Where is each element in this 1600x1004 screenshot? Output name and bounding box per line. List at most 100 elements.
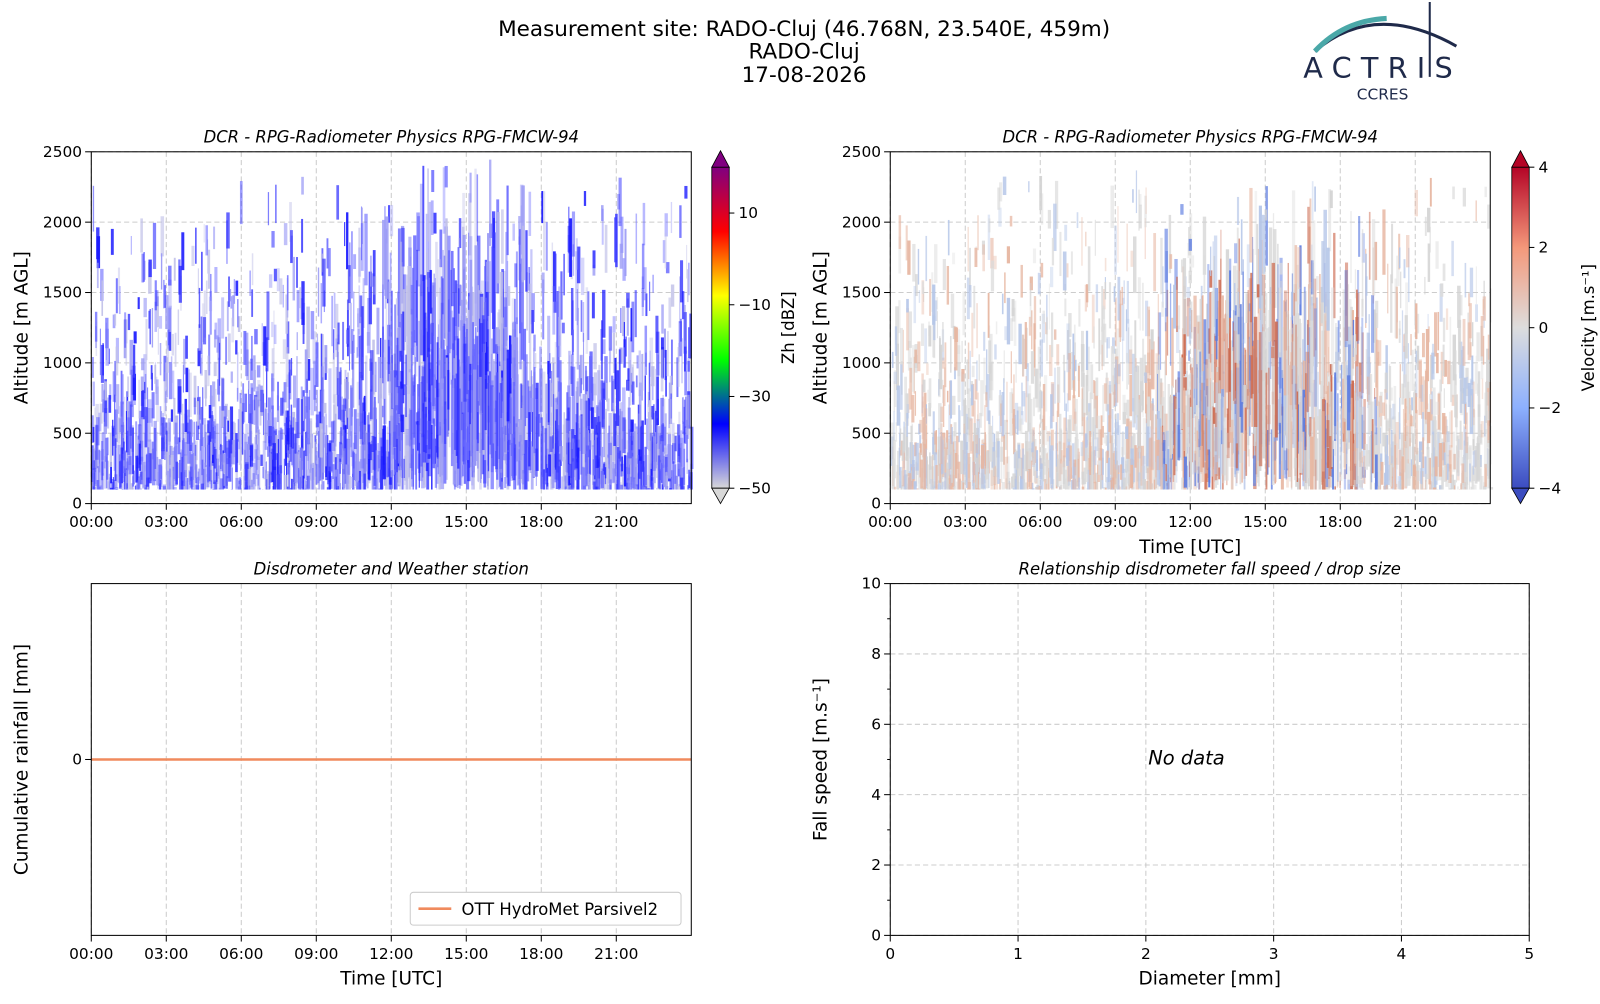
radar-echo bbox=[132, 428, 134, 474]
radar-echo bbox=[1066, 448, 1069, 466]
radar-echo bbox=[1415, 303, 1417, 339]
radar-echo bbox=[1211, 380, 1213, 477]
radar-echo bbox=[647, 488, 649, 490]
radar-echo bbox=[1006, 382, 1007, 422]
radar-echo bbox=[973, 286, 975, 329]
radar-echo bbox=[979, 478, 981, 490]
radar-echo bbox=[1400, 272, 1401, 309]
radar-echo bbox=[1163, 464, 1165, 490]
radar-echo bbox=[562, 323, 565, 334]
y-axis-label: Altitude [m AGL] bbox=[12, 251, 33, 404]
radar-echo bbox=[1028, 181, 1030, 192]
x-tick-label: 00:00 bbox=[868, 513, 912, 531]
radar-echo bbox=[1468, 448, 1471, 460]
radar-echo bbox=[316, 390, 318, 436]
radar-echo bbox=[1476, 200, 1477, 221]
radar-echo bbox=[1105, 452, 1106, 483]
radar-echo bbox=[921, 324, 924, 346]
radar-echo bbox=[114, 395, 115, 428]
radar-echo bbox=[1451, 410, 1453, 447]
x-tick-label: 1 bbox=[1013, 945, 1023, 963]
radar-echo bbox=[951, 294, 954, 328]
radar-echo bbox=[971, 313, 973, 357]
radar-echo bbox=[512, 434, 514, 478]
radar-echo bbox=[558, 460, 561, 488]
radar-echo bbox=[1460, 432, 1462, 466]
radar-echo bbox=[351, 329, 353, 370]
radar-echo bbox=[1460, 378, 1463, 415]
radar-echo bbox=[896, 422, 897, 441]
radar-echo bbox=[1471, 395, 1472, 427]
radar-echo bbox=[500, 272, 503, 371]
radar-echo bbox=[636, 355, 638, 368]
radar-echo bbox=[374, 470, 376, 489]
radar-echo bbox=[161, 417, 164, 451]
radar-echo bbox=[1144, 372, 1147, 382]
radar-echo bbox=[1202, 295, 1204, 371]
radar-echo bbox=[1483, 299, 1485, 315]
radar-echo bbox=[899, 215, 902, 249]
radar-echo bbox=[179, 400, 181, 442]
radar-echo bbox=[214, 267, 217, 293]
radar-echo bbox=[117, 417, 120, 443]
radar-echo bbox=[983, 332, 985, 351]
radar-echo bbox=[112, 420, 113, 456]
radar-echo bbox=[1180, 357, 1183, 429]
radar-echo bbox=[1312, 220, 1315, 303]
radar-echo bbox=[665, 350, 667, 380]
radar-echo bbox=[153, 223, 156, 269]
radar-echo bbox=[145, 374, 147, 416]
radar-echo bbox=[1066, 323, 1069, 372]
date: 17-08-2026 bbox=[742, 63, 867, 88]
radar-echo bbox=[1248, 381, 1250, 427]
radar-echo bbox=[364, 214, 367, 286]
radar-echo bbox=[1157, 456, 1159, 485]
radar-echo bbox=[1435, 456, 1438, 476]
colorbar-extend bbox=[712, 151, 729, 167]
radar-echo bbox=[271, 231, 274, 248]
radar-echo bbox=[671, 202, 672, 233]
radar-echo bbox=[1443, 264, 1446, 281]
radar-echo bbox=[615, 214, 618, 267]
radar-echo bbox=[1314, 187, 1316, 212]
radar-echo bbox=[225, 337, 226, 365]
radar-echo bbox=[1052, 238, 1054, 265]
radar-echo bbox=[1043, 446, 1045, 481]
radar-echo bbox=[943, 259, 946, 290]
x-tick-label: 21:00 bbox=[1393, 513, 1437, 531]
radar-echo bbox=[1189, 271, 1192, 284]
radar-echo bbox=[200, 358, 201, 374]
radar-echo bbox=[1190, 373, 1191, 390]
radar-echo bbox=[572, 461, 574, 489]
radar-echo bbox=[363, 425, 366, 474]
radar-echo bbox=[1209, 292, 1211, 362]
radar-echo bbox=[399, 351, 402, 362]
radar-echo bbox=[535, 449, 538, 477]
radar-echo bbox=[380, 470, 382, 490]
radar-echo bbox=[505, 232, 507, 340]
radar-echo bbox=[1443, 345, 1445, 376]
radar-echo bbox=[271, 472, 273, 482]
radar-echo bbox=[687, 361, 689, 372]
radar-echo bbox=[1280, 263, 1283, 275]
radar-echo bbox=[602, 209, 604, 245]
x-tick-label: 09:00 bbox=[294, 513, 338, 531]
legend: OTT HydroMet Parsivel2 bbox=[410, 892, 681, 925]
radar-echo bbox=[382, 220, 385, 290]
radar-echo bbox=[1485, 382, 1487, 423]
radar-echo bbox=[173, 487, 176, 489]
radar-echo bbox=[969, 248, 971, 291]
radar-echo bbox=[252, 253, 254, 285]
radar-echo bbox=[1077, 212, 1079, 228]
radar-echo bbox=[687, 485, 689, 489]
radar-echo bbox=[568, 464, 570, 476]
radar-echo bbox=[960, 441, 963, 474]
radar-echo bbox=[1319, 409, 1322, 489]
radar-echo bbox=[1316, 276, 1319, 290]
radar-echo bbox=[95, 312, 97, 342]
radar-echo bbox=[140, 218, 143, 252]
radar-echo bbox=[1045, 483, 1046, 490]
radar-echo bbox=[1126, 309, 1127, 331]
radar-echo bbox=[1234, 243, 1237, 263]
radar-echo bbox=[1455, 395, 1458, 427]
